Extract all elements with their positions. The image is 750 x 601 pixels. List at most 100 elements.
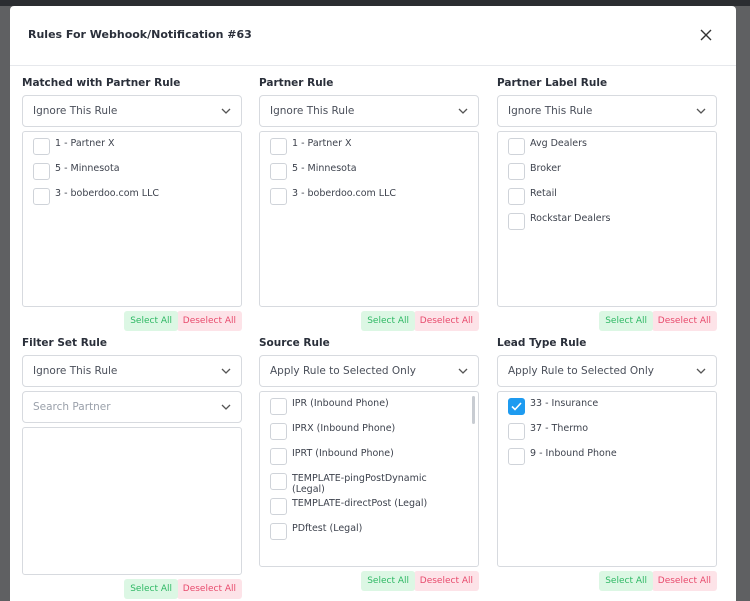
checkbox[interactable]	[508, 398, 525, 415]
checkbox[interactable]	[270, 163, 287, 180]
checkbox[interactable]	[270, 498, 287, 515]
deselect-all-button[interactable]: Deselect All	[413, 311, 479, 331]
chevron	[458, 108, 468, 114]
option-list: 1 - Partner X 5 - Minnesota 3 - boberdoo.c…	[259, 131, 479, 307]
checkbox-option[interactable]: 3 - boberdoo.com LLC	[270, 188, 460, 205]
option-label: 1 - Partner X	[55, 138, 115, 149]
scrollbar	[472, 396, 475, 424]
select-all-button[interactable]: Select All	[599, 571, 653, 591]
checkbox[interactable]	[508, 163, 525, 180]
option-label: IPRX (Inbound Phone)	[292, 423, 396, 434]
field-label: Lead Type Rule	[497, 337, 587, 349]
select-all-button[interactable]: Select All	[361, 311, 415, 331]
option-list	[22, 427, 242, 575]
check-icon	[511, 402, 522, 411]
field-label: Partner Label Rule	[497, 77, 608, 89]
chevron	[696, 368, 706, 374]
chevron	[221, 368, 231, 374]
option-label: 37 - Thermo	[530, 423, 589, 434]
checkbox-option[interactable]: Avg Dealers	[508, 138, 698, 155]
checkbox-option[interactable]: IPRT (Inbound Phone)	[270, 448, 460, 465]
option-label: TEMPLATE-pingPostDynamic (Legal)	[292, 473, 427, 495]
option-label: TEMPLATE-directPost (Legal)	[292, 498, 428, 509]
option-label: 3 - boberdoo.com LLC	[55, 188, 160, 199]
option-label: 1 - Partner X	[292, 138, 352, 149]
option-label: Rockstar Dealers	[530, 213, 611, 224]
modal-title: Rules For Webhook/Notification #63	[28, 28, 252, 41]
checkbox-option[interactable]: 5 - Minnesota	[33, 163, 223, 180]
checkbox-option[interactable]: 9 - Inbound Phone	[508, 448, 698, 465]
checkbox[interactable]	[270, 188, 287, 205]
field-label: Matched with Partner Rule	[22, 77, 181, 89]
checkbox-option[interactable]: 1 - Partner X	[270, 138, 460, 155]
select-all-button[interactable]: Select All	[599, 311, 653, 331]
deselect-all-button[interactable]: Deselect All	[176, 579, 242, 599]
rule-select[interactable]: Ignore This Rule	[259, 95, 479, 127]
option-label: Retail	[530, 188, 557, 199]
search-select[interactable]: Search Partner	[22, 391, 242, 423]
rule-select[interactable]: Ignore This Rule	[22, 95, 242, 127]
checkbox-option[interactable]: 37 - Thermo	[508, 423, 698, 440]
chevron	[221, 108, 231, 114]
checkbox-option[interactable]: Retail	[508, 188, 698, 205]
chevron	[458, 368, 468, 374]
option-label: 5 - Minnesota	[55, 163, 120, 174]
option-label: 9 - Inbound Phone	[530, 448, 617, 459]
option-list: Avg Dealers Broker Retail Rockstar Dealers	[497, 131, 717, 307]
field-label: Filter Set Rule	[22, 337, 107, 349]
checkbox-option[interactable]: 3 - boberdoo.com LLC	[33, 188, 223, 205]
checkbox-option[interactable]: TEMPLATE-pingPostDynamic (Legal)	[270, 473, 460, 495]
option-list: 1 - Partner X 5 - Minnesota 3 - boberdoo.c…	[22, 131, 242, 307]
checkbox[interactable]	[270, 473, 287, 490]
checkbox[interactable]	[508, 138, 525, 155]
select-all-button[interactable]: Select All	[124, 579, 178, 599]
modal-header: Rules For Webhook/Notification #63	[10, 6, 736, 66]
checkbox[interactable]	[508, 213, 525, 230]
checkbox-option[interactable]: Broker	[508, 163, 698, 180]
checkbox-option[interactable]: IPR (Inbound Phone)	[270, 398, 460, 415]
option-list: IPR (Inbound Phone) IPRX (Inbound Phone) I…	[259, 391, 479, 567]
field-label: Partner Rule	[259, 77, 334, 89]
checkbox[interactable]	[33, 163, 50, 180]
close-button[interactable]	[698, 27, 714, 43]
deselect-all-button[interactable]: Deselect All	[176, 311, 242, 331]
option-list: 33 - Insurance 37 - Thermo 9 - Inbound Pho…	[497, 391, 717, 567]
checkbox[interactable]	[508, 423, 525, 440]
option-label: Avg Dealers	[530, 138, 587, 149]
checkbox[interactable]	[270, 423, 287, 440]
chevron	[696, 108, 706, 114]
checkbox-option[interactable]: TEMPLATE-directPost (Legal)	[270, 498, 460, 515]
checkbox[interactable]	[270, 523, 287, 540]
select-all-button[interactable]: Select All	[124, 311, 178, 331]
checkbox-option[interactable]: Rockstar Dealers	[508, 213, 698, 230]
chevron	[221, 404, 231, 410]
checkbox-option[interactable]: 33 - Insurance	[508, 398, 698, 415]
field-label: Source Rule	[259, 337, 330, 349]
checkbox[interactable]	[270, 448, 287, 465]
option-label: PDftest (Legal)	[292, 523, 363, 534]
deselect-all-button[interactable]: Deselect All	[651, 571, 717, 591]
checkbox-option[interactable]: 5 - Minnesota	[270, 163, 460, 180]
option-label: IPR (Inbound Phone)	[292, 398, 389, 409]
option-label: 33 - Insurance	[530, 398, 599, 409]
rule-select[interactable]: Ignore This Rule	[497, 95, 717, 127]
option-label: 5 - Minnesota	[292, 163, 357, 174]
checkbox[interactable]	[508, 188, 525, 205]
checkbox-option[interactable]: IPRX (Inbound Phone)	[270, 423, 460, 440]
rule-select[interactable]: Apply Rule to Selected Only	[259, 355, 479, 387]
option-label: 3 - boberdoo.com LLC	[292, 188, 397, 199]
rule-select[interactable]: Ignore This Rule	[22, 355, 242, 387]
checkbox[interactable]	[270, 138, 287, 155]
checkbox-option[interactable]: 1 - Partner X	[33, 138, 223, 155]
checkbox[interactable]	[508, 448, 525, 465]
rule-select[interactable]: Apply Rule to Selected Only	[497, 355, 717, 387]
checkbox[interactable]	[270, 398, 287, 415]
checkbox[interactable]	[33, 188, 50, 205]
top-bar	[0, 0, 750, 6]
checkbox-option[interactable]: PDftest (Legal)	[270, 523, 460, 540]
deselect-all-button[interactable]: Deselect All	[413, 571, 479, 591]
deselect-all-button[interactable]: Deselect All	[651, 311, 717, 331]
checkbox[interactable]	[33, 138, 50, 155]
select-all-button[interactable]: Select All	[361, 571, 415, 591]
option-label: IPRT (Inbound Phone)	[292, 448, 394, 459]
